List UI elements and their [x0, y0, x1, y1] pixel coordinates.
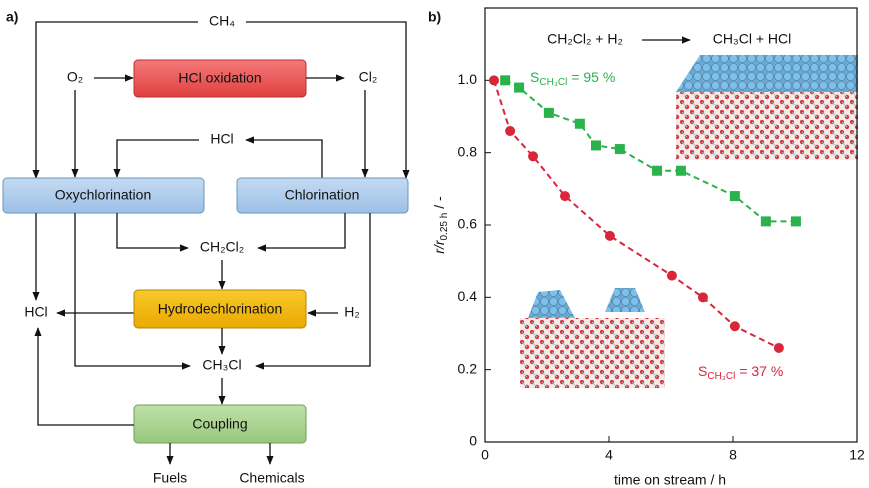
panel-a: a) CH₄ O₂ HCl oxidation Cl₂ HCl Oxychlor… — [3, 9, 408, 486]
point — [774, 343, 784, 353]
arrow — [246, 22, 406, 178]
panel-label: a) — [6, 9, 18, 25]
node: Fuels — [153, 470, 187, 486]
point — [652, 166, 662, 176]
arrow — [38, 328, 134, 425]
illustration — [676, 92, 858, 160]
arrow — [117, 213, 188, 248]
point — [560, 191, 570, 201]
annotation-symbol: S — [530, 69, 539, 85]
node: Cl₂ — [359, 69, 378, 85]
point — [505, 126, 515, 136]
point — [730, 191, 740, 201]
y-tick-label: 0.4 — [458, 288, 478, 304]
node: HCl — [24, 304, 47, 320]
reaction: CH₃Cl + HCl — [713, 31, 791, 47]
node: CH₄ — [209, 13, 235, 29]
y-tick-label: 0.6 — [458, 216, 478, 232]
annotation-symbol: S — [698, 363, 707, 379]
annotation-subscript: CH₃Cl — [539, 77, 567, 88]
point — [528, 151, 538, 161]
panel-b: b) CH₂Cl₂ + H₂ CH₃Cl + HCl time on strea… — [428, 8, 865, 488]
node: H₂ — [344, 304, 360, 320]
y-axis-label: r/r0.25 h/ - — [431, 196, 450, 254]
arrow — [246, 140, 322, 178]
reaction: CH₂Cl₂ + H₂ — [547, 31, 623, 47]
point — [676, 166, 686, 176]
y-tick-label: 0.8 — [458, 143, 478, 159]
annotation: SCH₃Cl = 37 % — [698, 363, 783, 382]
node: Hydrodechlorination — [158, 301, 283, 317]
node: Chemicals — [239, 470, 304, 486]
illustration — [520, 318, 665, 388]
point — [698, 292, 708, 302]
annotation-text: = 95 % — [571, 69, 615, 85]
annotation-text: = 37 % — [739, 363, 783, 379]
panel-label: b) — [428, 9, 441, 25]
point — [791, 216, 801, 226]
node: HCl oxidation — [178, 70, 261, 86]
node: CH₂Cl₂ — [200, 239, 244, 255]
node: Oxychlorination — [55, 187, 152, 203]
point — [544, 108, 554, 118]
arrow — [117, 140, 199, 177]
point — [605, 231, 615, 241]
annotation: SCH₃Cl = 95 % — [530, 69, 615, 88]
figure: a) CH₄ O₂ HCl oxidation Cl₂ HCl Oxychlor… — [0, 0, 869, 488]
node: CH₃Cl — [202, 357, 241, 373]
node: Coupling — [192, 416, 247, 432]
point — [591, 140, 601, 150]
illustration — [676, 55, 858, 92]
node: HCl — [210, 131, 233, 147]
annotation-subscript: CH₃Cl — [707, 371, 735, 382]
point — [667, 271, 677, 281]
point — [761, 216, 771, 226]
point — [489, 75, 499, 85]
y-tick-label: 1.0 — [458, 71, 478, 87]
point — [575, 119, 585, 129]
point — [615, 144, 625, 154]
y-tick-label: 0.2 — [458, 360, 478, 376]
point — [730, 321, 740, 331]
y-label-unit: / - — [431, 196, 447, 209]
y-tick-label: 0 — [469, 433, 477, 449]
illustration — [605, 288, 645, 312]
point — [500, 75, 510, 85]
x-axis-label: time on stream / h — [614, 472, 726, 488]
x-tick-label: 8 — [729, 447, 737, 463]
arrow — [258, 213, 345, 248]
node: O₂ — [67, 69, 83, 85]
illustration — [528, 290, 575, 318]
x-tick-label: 12 — [849, 447, 865, 463]
node: Chlorination — [285, 187, 360, 203]
x-tick-label: 4 — [605, 447, 613, 463]
x-tick-label: 0 — [481, 447, 489, 463]
point — [514, 83, 524, 93]
y-label-sub: 0.25 h — [439, 213, 450, 241]
